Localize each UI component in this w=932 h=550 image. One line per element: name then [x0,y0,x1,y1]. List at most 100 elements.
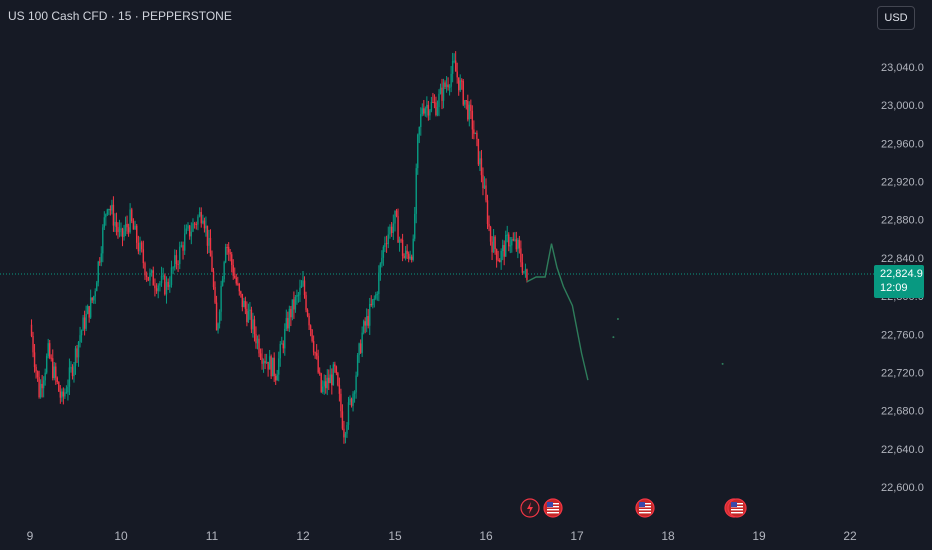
candle-body [492,236,495,253]
candle-body [444,82,446,87]
candle-body [180,245,183,247]
flash-icon[interactable] [520,498,540,518]
candle-body [170,267,173,286]
candle-body [400,239,402,241]
candle-body [111,204,113,211]
time-tick-label: 12 [296,529,310,543]
candle-body [162,275,164,277]
candle-body [160,275,163,284]
candle-body [497,259,499,261]
currency-button[interactable]: USD [877,6,915,30]
candle-body [237,283,239,285]
candle-body [193,223,196,225]
candle-body [41,383,43,389]
candle-body [221,279,224,286]
projection-line [526,243,589,381]
candle-body [306,309,309,316]
candle-body [68,367,71,387]
candle-body [45,356,48,373]
candle-body [370,304,372,306]
candle-body [476,132,478,139]
candle-body [187,225,189,229]
candle-body [123,231,125,237]
candle-body [56,377,58,382]
time-tick-label: 9 [27,529,34,543]
candle-body [218,311,221,324]
candle-body [462,81,464,105]
us-flag-icon[interactable] [543,498,563,518]
candle-body [238,283,240,292]
candle-body [165,281,168,295]
candle-body [202,220,204,224]
candle-body [224,246,227,263]
candle-body [439,87,442,94]
candle-body [139,242,141,252]
candle-body [100,253,102,262]
price-tick-label: 22,920.0 [881,177,924,189]
candle-body [322,386,324,392]
candle-body [518,239,521,249]
price-tick-label: 22,600.0 [881,482,924,494]
candle-body [464,100,466,105]
candle-body [436,107,439,116]
candle-body [58,381,60,392]
time-axis[interactable]: 9 10 11 12 15 16 17 18 19 22 [27,529,857,543]
candle-body [323,381,325,387]
price-tick-label: 22,720.0 [881,367,924,379]
candle-body [353,392,356,394]
candle-body [64,392,66,397]
candle-body [136,225,138,243]
candle-body [451,61,454,74]
event-markers[interactable] [520,498,747,518]
candle-body [407,253,410,259]
candle-body [485,185,487,201]
candle-body [33,352,36,367]
candle-body [526,269,528,280]
candle-body [140,242,143,250]
candle-body [30,324,33,337]
candle-body [229,252,231,255]
candle-body [144,263,146,276]
candle-body [267,361,269,370]
projection-dot [612,336,615,339]
candle-body [467,101,469,120]
candle-body [495,249,498,260]
candle-body [205,225,207,229]
candle-body [264,360,266,364]
time-tick-label: 11 [206,529,219,543]
candle-body [364,321,366,326]
candle-body [314,352,316,354]
candle-body [296,294,298,297]
symbol-title[interactable]: US 100 Cash CFD · 15 · PEPPERSTONE [8,9,232,23]
candle-body [206,225,209,246]
candle-body [77,341,80,358]
candle-body [395,210,398,217]
candle-body [305,295,307,310]
candle-body [433,102,436,104]
candle-body [329,374,331,384]
candle-body [337,373,339,386]
price-axis[interactable]: 23,040.0 23,000.0 22,960.0 22,920.0 22,880.0… [881,62,924,494]
us-flag-icon[interactable] [635,498,655,518]
candle-body [438,93,440,108]
candle-body [517,239,519,250]
candle-body [338,385,341,394]
candle-body [270,356,272,377]
us-flag-icon[interactable] [724,498,747,518]
candle-body [258,338,260,354]
candle-body [167,281,169,287]
candle-body [255,333,257,344]
candle-body [410,256,413,260]
candle-body [514,239,516,241]
candles-layer [30,51,528,444]
candle-body [131,209,133,222]
candle-body [299,287,301,295]
candle-body [335,366,338,374]
candle-body [179,246,181,265]
candle-body [512,239,514,241]
time-tick-label: 16 [479,529,493,543]
candle-body [262,360,265,364]
candle-body [501,245,504,251]
candle-body [401,239,404,256]
